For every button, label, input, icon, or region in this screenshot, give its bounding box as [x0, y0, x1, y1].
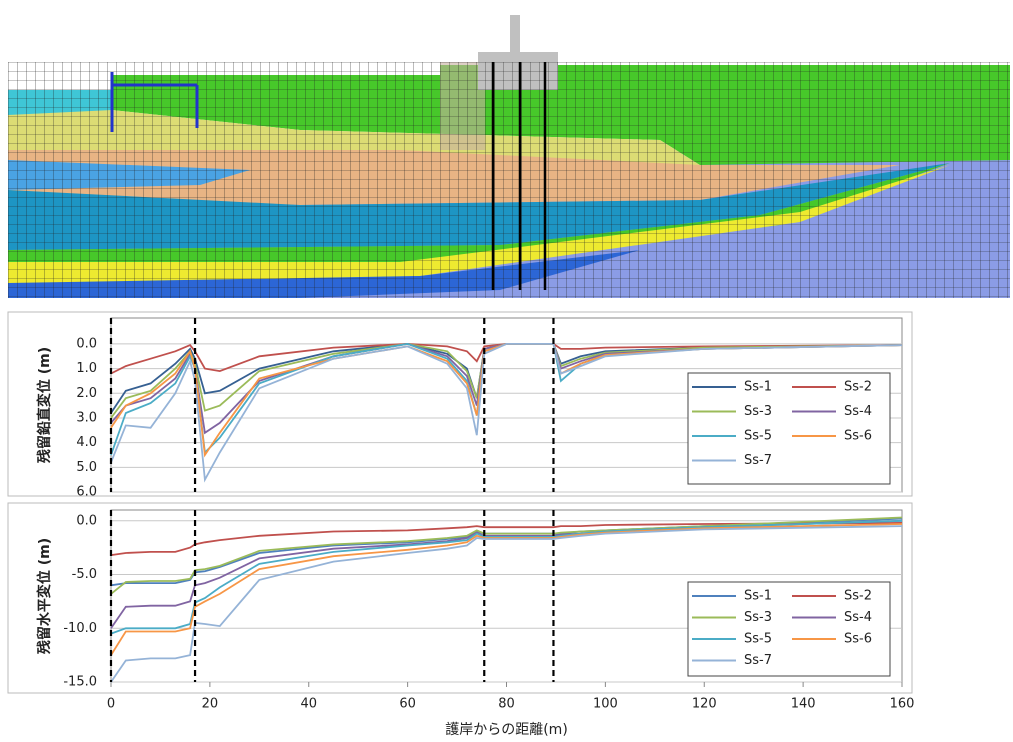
y-tick-label: 3.0 — [76, 410, 97, 425]
legend-label: Ss-3 — [744, 404, 772, 419]
x-tick-label: 140 — [791, 697, 816, 712]
legend-label: Ss-6 — [844, 429, 872, 444]
legend-label: Ss-6 — [844, 632, 872, 647]
legend-label: Ss-1 — [744, 589, 772, 604]
x-tick-label: 80 — [498, 697, 515, 712]
series-line — [110, 519, 903, 635]
legend-label: Ss-3 — [744, 610, 772, 625]
y-tick-label: -15.0 — [63, 675, 97, 690]
series-line — [110, 525, 903, 683]
series-line — [110, 342, 903, 456]
y-axis-label: 残留水平変位 (m) — [36, 538, 53, 654]
series-line — [110, 342, 903, 375]
y-tick-label: -5.0 — [72, 567, 97, 582]
series-line — [110, 516, 903, 595]
y-tick-label: 5.0 — [76, 460, 97, 475]
chart-frame — [7, 502, 913, 694]
x-tick-label: 120 — [692, 697, 717, 712]
legend-box — [687, 372, 891, 485]
y-tick-label: -10.0 — [63, 621, 97, 636]
y-tick-label: 2.0 — [76, 386, 97, 401]
x-tick-label: 60 — [399, 697, 416, 712]
series-line — [110, 342, 903, 435]
legend-label: Ss-7 — [744, 653, 772, 668]
legend-label: Ss-4 — [844, 404, 872, 419]
y-tick-label: 0.0 — [76, 513, 97, 528]
series-line — [110, 342, 903, 419]
series-line — [110, 522, 903, 556]
legend-label: Ss-4 — [844, 610, 872, 625]
y-tick-label: 0.0 — [76, 336, 97, 351]
legend-label: Ss-5 — [744, 632, 772, 647]
x-tick-label: 160 — [890, 697, 915, 712]
chart-frame — [7, 311, 913, 497]
x-tick-label: 0 — [107, 697, 115, 712]
series-line — [110, 343, 903, 483]
x-tick-label: 40 — [300, 697, 317, 712]
series-line — [110, 342, 903, 414]
fem-mesh — [8, 15, 1010, 298]
y-tick-label: 1.0 — [76, 361, 97, 376]
y-tick-label: 4.0 — [76, 435, 97, 450]
x-axis-label: 護岸からの距離(m) — [445, 721, 568, 738]
legend-label: Ss-2 — [844, 380, 872, 395]
series-line — [110, 523, 903, 656]
y-axis-label: 残留鉛直変位 (m) — [36, 347, 53, 463]
legend-label: Ss-7 — [744, 453, 772, 468]
legend-label: Ss-5 — [744, 429, 772, 444]
x-tick-label: 100 — [593, 697, 618, 712]
y-tick-label: 6.0 — [76, 485, 97, 500]
series-line — [110, 343, 903, 458]
legend-label: Ss-2 — [844, 589, 872, 604]
legend-label: Ss-1 — [744, 380, 772, 395]
x-tick-label: 20 — [202, 697, 219, 712]
